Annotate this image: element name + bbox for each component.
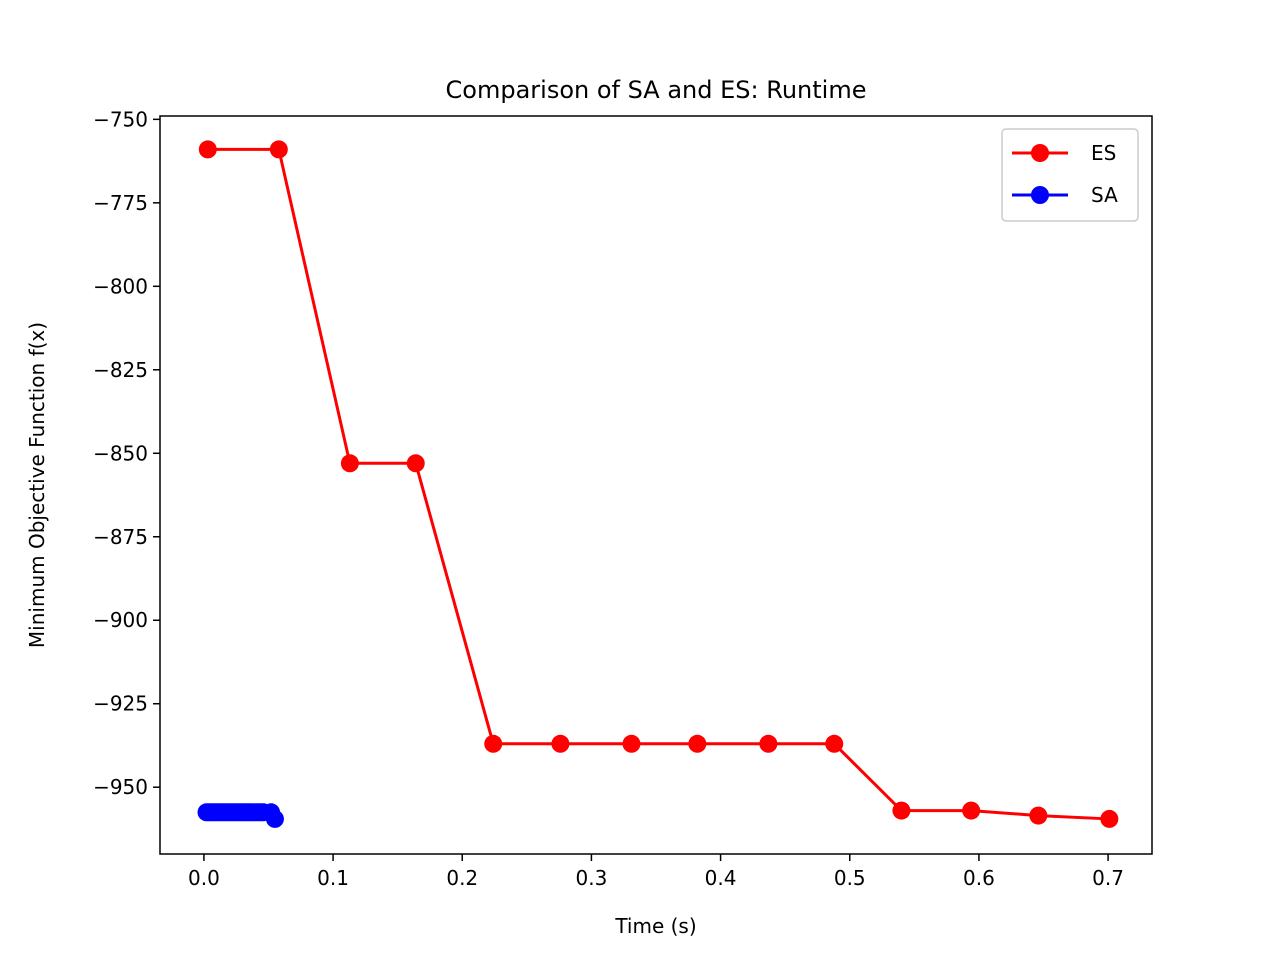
series-es-point: [1100, 809, 1119, 828]
series-es-point: [269, 140, 288, 159]
series-es-point: [622, 734, 641, 753]
legend: ES SA: [1001, 128, 1139, 222]
legend-sa-marker: [1031, 186, 1049, 204]
series-es-point: [1029, 806, 1048, 825]
series-es-point: [340, 454, 359, 473]
series-es-point: [198, 140, 217, 159]
y-tick-label: −950: [93, 775, 148, 799]
x-tick-label: 0.7: [1092, 866, 1124, 890]
x-tick-label: 0.2: [446, 866, 478, 890]
axes-frame: [159, 115, 1153, 855]
series-layer: [197, 140, 1119, 828]
x-tick-label: 0.5: [834, 866, 866, 890]
plot-area: [160, 116, 1152, 854]
series-es-point: [759, 734, 778, 753]
x-tick-label: 0.3: [576, 866, 608, 890]
y-tick-label: −900: [93, 608, 148, 632]
series-es-point: [406, 454, 425, 473]
series-es-point: [962, 801, 981, 820]
series-es-point: [892, 801, 911, 820]
y-tick-label: −750: [93, 107, 148, 131]
y-axis-label: Minimum Objective Function f(x): [25, 322, 49, 648]
series-es-point: [825, 734, 844, 753]
chart-title: Comparison of SA and ES: Runtime: [446, 76, 867, 104]
y-tick-label: −875: [93, 525, 148, 549]
legend-es-marker: [1031, 144, 1049, 162]
y-tick-label: −925: [93, 692, 148, 716]
legend-sa-label: SA: [1091, 183, 1118, 207]
y-tick-label: −825: [93, 358, 148, 382]
y-axis: −750 −775 −800 −825 −850 −875 −900 −925 −950: [93, 107, 160, 799]
series-sa-point: [265, 809, 284, 828]
series-es-line: [207, 147, 1110, 821]
legend-es-label: ES: [1091, 141, 1116, 165]
y-tick-label: −800: [93, 274, 148, 298]
series-es-point: [688, 734, 707, 753]
x-tick-label: 0.1: [317, 866, 349, 890]
series-es-point: [551, 734, 570, 753]
y-tick-label: −775: [93, 191, 148, 215]
x-tick-label: 0.6: [963, 866, 995, 890]
x-axis-label: Time (s): [614, 914, 696, 938]
x-axis: 0.0 0.1 0.2 0.3 0.4 0.5 0.6 0.7: [188, 854, 1124, 890]
x-tick-label: 0.0: [188, 866, 220, 890]
legend-box: [1001, 128, 1139, 222]
series-es-point: [484, 734, 503, 753]
x-tick-label: 0.4: [705, 866, 737, 890]
y-tick-label: −850: [93, 441, 148, 465]
